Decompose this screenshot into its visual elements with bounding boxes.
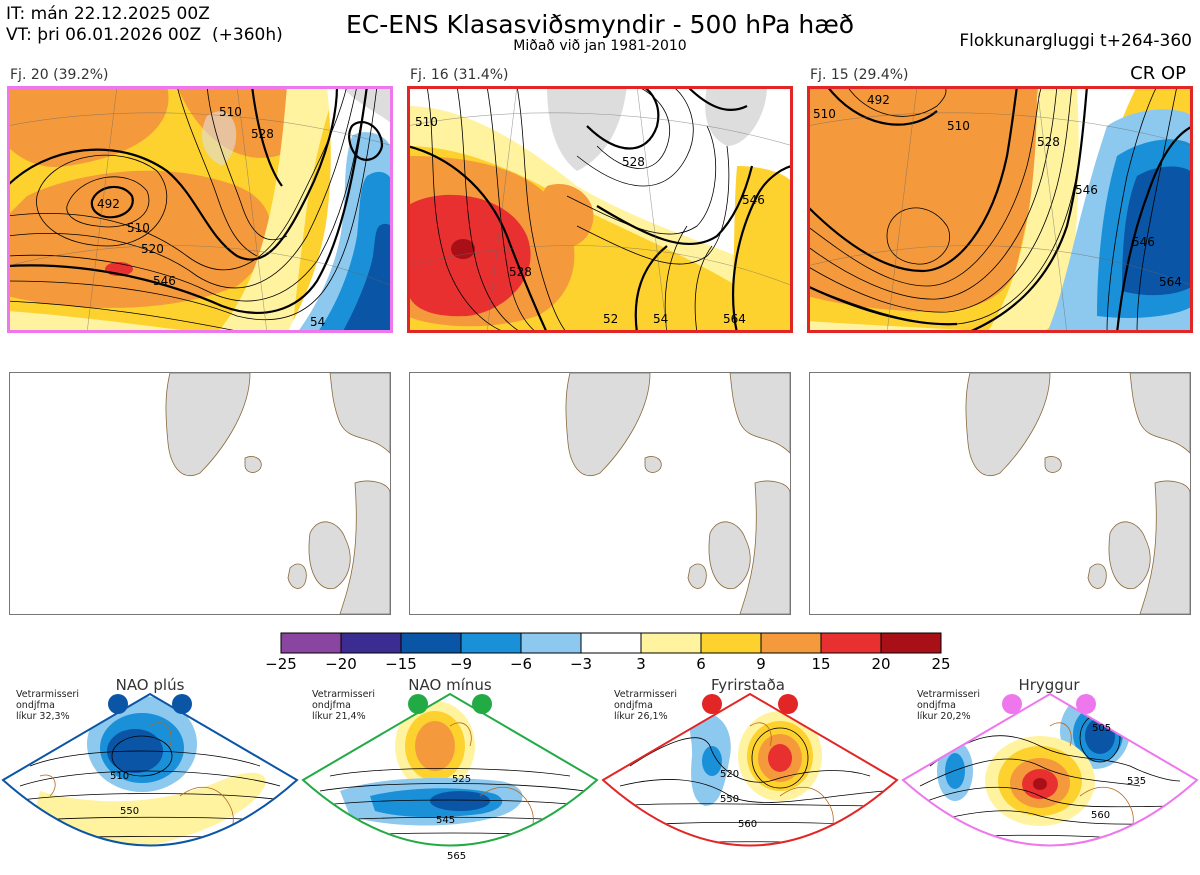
contour-label: 510 [127, 221, 150, 235]
cluster-1-frame [7, 86, 393, 333]
regime-marker [408, 694, 428, 714]
contour-label: 550 [720, 794, 739, 805]
colorbar-tick: 3 [636, 655, 646, 673]
classification-window: Flokkunargluggi t+264-360 [959, 31, 1192, 51]
contour-label: 54 [310, 315, 325, 329]
regime-3-info: Vetrarmisseri ondjfma líkur 26,1% [614, 689, 677, 722]
cluster-2-label: Fj. 16 (31.4%) [410, 67, 509, 83]
colorbar-tick: −9 [449, 655, 473, 673]
regime-frame [1, 692, 299, 847]
colorbar-tick: −15 [385, 655, 417, 673]
contour-label: 510 [415, 115, 438, 129]
page-subtitle: Miðað við jan 1981-2010 [513, 38, 687, 54]
contour-label: 546 [1132, 235, 1155, 249]
regime-2-info: Vetrarmisseri ondjfma líkur 21,4% [312, 689, 375, 722]
regime-marker [1002, 694, 1022, 714]
contour-label: 546 [153, 274, 176, 288]
regime-marker [778, 694, 798, 714]
contour-label: 560 [738, 819, 757, 830]
colorbar-swatch [460, 632, 522, 654]
regime-frame [601, 692, 899, 847]
page-title: EC-ENS Klasasviðsmyndir - 500 hPa hæð [345, 10, 855, 39]
contour-label: 565 [447, 851, 466, 862]
colorbar-tick: 6 [696, 655, 706, 673]
contour-label: 520 [720, 769, 739, 780]
colorbar-swatch [340, 632, 402, 654]
contour-label: 510 [110, 771, 129, 782]
contour-label: 510 [219, 105, 242, 119]
contour-label: 510 [947, 119, 970, 133]
contour-label: 525 [452, 774, 471, 785]
cluster-3-map: 510 492 510 528 546 564 546 [807, 86, 1193, 333]
regime-2-name: NAO mínus [408, 676, 492, 694]
contour-label: 52 [603, 312, 618, 326]
contour-label: 505 [1092, 723, 1111, 734]
colorbar-tick: −25 [265, 655, 297, 673]
contour-label: 528 [509, 265, 532, 279]
regime-2-map: 525 545 565 [300, 686, 600, 871]
colorbar-swatch [760, 632, 822, 654]
colorbar-swatch [400, 632, 462, 654]
colorbar-swatch [820, 632, 882, 654]
contour-label: 546 [1075, 183, 1098, 197]
cluster-3-label: Fj. 15 (29.4%) [810, 67, 909, 83]
regime-marker [108, 694, 128, 714]
contour-label: 545 [436, 815, 455, 826]
colorbar-tick: −3 [569, 655, 593, 673]
regime-marker [702, 694, 722, 714]
cluster-2-map: 510 528 528 546 52 54 564 [407, 86, 793, 333]
init-time: IT: mán 22.12.2025 00Z [6, 4, 210, 24]
regime-4-map: 505 535 560 [900, 686, 1200, 871]
contour-label: 564 [723, 312, 746, 326]
contour-label: 535 [1127, 776, 1146, 787]
regime-4-info: Vetrarmisseri ondjfma líkur 20,2% [917, 689, 980, 722]
contour-label: 528 [251, 127, 274, 141]
blank-map-1 [9, 372, 391, 615]
cluster-3-frame [807, 86, 1193, 333]
contour-label: 528 [1037, 135, 1060, 149]
cluster-2-frame [407, 86, 793, 333]
regime-4-name: Hryggur [1018, 676, 1080, 694]
regime-frame [301, 692, 599, 847]
corner-label: CR OP [1130, 63, 1186, 84]
colorbar-swatch [880, 632, 942, 654]
colorbar [280, 632, 944, 658]
regime-frame [901, 692, 1199, 847]
colorbar-tick: −6 [509, 655, 533, 673]
regime-1-map: 510 550 [0, 686, 300, 871]
contour-label: 54 [653, 312, 668, 326]
contour-label: 550 [120, 806, 139, 817]
blank-map-3 [809, 372, 1191, 615]
regime-marker [472, 694, 492, 714]
colorbar-swatch [700, 632, 762, 654]
colorbar-tick: −20 [325, 655, 357, 673]
contour-label: 528 [622, 155, 645, 169]
regime-1-info: Vetrarmisseri ondjfma líkur 32,3% [16, 689, 79, 722]
regime-marker [1076, 694, 1096, 714]
contour-label: 492 [97, 197, 120, 211]
colorbar-tick: 25 [931, 655, 951, 673]
contour-label: 564 [1159, 275, 1182, 289]
colorbar-tick: 15 [811, 655, 831, 673]
regime-3-map: 520 550 560 [600, 686, 900, 871]
cluster-1-map: 510 520 546 492 510 528 54 [7, 86, 393, 333]
valid-time: VT: þri 06.01.2026 00Z (+360h) [6, 25, 283, 45]
regime-marker [172, 694, 192, 714]
colorbar-swatch [280, 632, 342, 654]
header-info: IT: mán 22.12.2025 00Z VT: þri 06.01.2026… [6, 4, 283, 46]
colorbar-swatch [640, 632, 702, 654]
cluster-1-label: Fj. 20 (39.2%) [10, 67, 109, 83]
colorbar-tick: 20 [871, 655, 891, 673]
colorbar-swatch [520, 632, 582, 654]
colorbar-swatch [580, 632, 642, 654]
contour-label: 560 [1091, 810, 1110, 821]
regime-3-name: Fyrirstaða [711, 676, 785, 694]
regime-1-name: NAO plús [115, 676, 185, 694]
contour-label: 546 [742, 193, 765, 207]
colorbar-tick: 9 [756, 655, 766, 673]
contour-label: 520 [141, 242, 164, 256]
blank-map-2 [409, 372, 791, 615]
contour-label: 492 [867, 93, 890, 107]
contour-label: 510 [813, 107, 836, 121]
